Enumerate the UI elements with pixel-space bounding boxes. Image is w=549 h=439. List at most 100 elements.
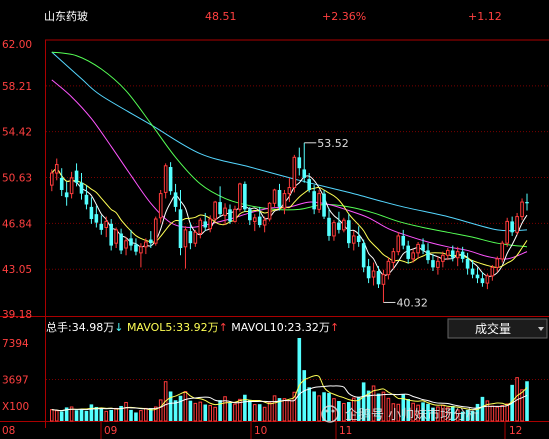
candle-body — [515, 216, 519, 233]
volume-bar — [272, 395, 277, 422]
candle-body — [238, 183, 242, 210]
mavol5-value: 33.92万 — [176, 321, 219, 334]
volume-bar — [277, 398, 282, 421]
candle-body — [376, 271, 381, 285]
volume-bar — [401, 394, 406, 421]
volume-bar — [238, 398, 242, 422]
candle-body — [332, 222, 336, 237]
ma30-line — [51, 51, 528, 248]
candle-body — [272, 189, 277, 204]
volume-bar — [129, 409, 133, 421]
candle-body — [317, 193, 321, 210]
volume-bar — [302, 370, 307, 421]
candle-body — [465, 258, 470, 269]
candle-body — [416, 243, 420, 254]
candle-body — [371, 270, 376, 278]
volume-bar — [347, 402, 351, 421]
ma20-line — [51, 79, 528, 260]
volume-bar — [64, 407, 69, 421]
candle-body — [104, 220, 109, 228]
volume-bar — [99, 408, 104, 421]
candle-body — [312, 191, 316, 210]
volume-bars — [50, 338, 529, 422]
candle-body — [153, 218, 158, 244]
volume-bar — [490, 405, 495, 422]
candle-body — [386, 260, 391, 276]
volume-bar — [500, 405, 505, 422]
candle-body — [495, 258, 500, 268]
candle-body — [158, 193, 163, 219]
candle-body — [282, 193, 287, 209]
candle-body — [149, 239, 153, 244]
volume-bar — [495, 406, 500, 422]
candle-body — [134, 244, 138, 252]
candle-body — [426, 250, 430, 261]
volume-bar — [109, 409, 113, 421]
volume-bar — [124, 401, 128, 422]
volume-bar — [193, 402, 198, 422]
candle-body — [485, 275, 490, 284]
volume-bar — [431, 407, 435, 421]
candle-body — [193, 231, 198, 244]
volume-bar — [292, 391, 297, 422]
candle-body — [322, 193, 326, 217]
volume-bar — [287, 400, 292, 422]
candle-body — [99, 223, 104, 230]
candle-body — [446, 249, 450, 256]
candle-body — [64, 192, 69, 198]
volume-bar — [470, 411, 475, 421]
volume-bar — [173, 400, 178, 421]
volume-bar — [114, 407, 118, 422]
volume-bar — [218, 400, 222, 421]
month-tick-label: 12 — [509, 425, 522, 437]
candle-body — [351, 235, 356, 244]
candle-body — [228, 209, 232, 222]
volume-bar — [262, 406, 267, 422]
volume-bar — [59, 411, 64, 421]
candle-body — [94, 214, 99, 223]
volume-bar — [327, 393, 331, 421]
candle-body — [436, 260, 440, 268]
candle-body — [203, 221, 208, 228]
candle-body — [327, 217, 331, 236]
volume-bar — [391, 403, 396, 422]
candle-body — [307, 179, 311, 190]
volume-bar — [267, 402, 272, 422]
volume-bar — [366, 390, 371, 421]
ma60-line — [51, 51, 528, 232]
candle-body — [119, 233, 123, 251]
down-arrow-icon: ↓ — [114, 321, 127, 334]
volume-bar — [436, 406, 440, 422]
candle-body — [441, 254, 445, 262]
candle-body — [243, 183, 247, 210]
candle-body — [173, 192, 178, 207]
candle-body — [248, 209, 252, 221]
volume-bar — [188, 400, 193, 421]
candle-body — [109, 223, 113, 246]
volume-average-lines — [51, 374, 528, 412]
mavol10-value: 23.32万 — [287, 321, 330, 334]
candle-body — [401, 235, 406, 246]
volume-bar — [307, 387, 311, 421]
candle-body — [302, 169, 307, 178]
candle-body — [366, 266, 371, 279]
candle-body — [59, 177, 64, 190]
candle-body — [505, 220, 509, 244]
penguin-eye-icon — [325, 409, 329, 413]
volume-bar — [381, 391, 386, 422]
volume-bar — [144, 407, 148, 422]
volume-bar — [446, 407, 450, 422]
candle-body — [277, 189, 282, 207]
volume-bar — [89, 404, 94, 421]
volume-bar — [223, 396, 227, 422]
volume-bar — [149, 408, 153, 421]
candle-body — [455, 251, 460, 259]
candle-body — [144, 241, 148, 248]
penguin-icon — [321, 405, 339, 423]
volume-bar — [178, 395, 183, 421]
indicator-label: 成交量 — [475, 321, 511, 336]
indicator-selector[interactable]: 成交量 — [447, 318, 548, 339]
price-tick-label: 54.42 — [2, 127, 32, 139]
mavol5-label: MAVOL5: — [127, 321, 176, 334]
